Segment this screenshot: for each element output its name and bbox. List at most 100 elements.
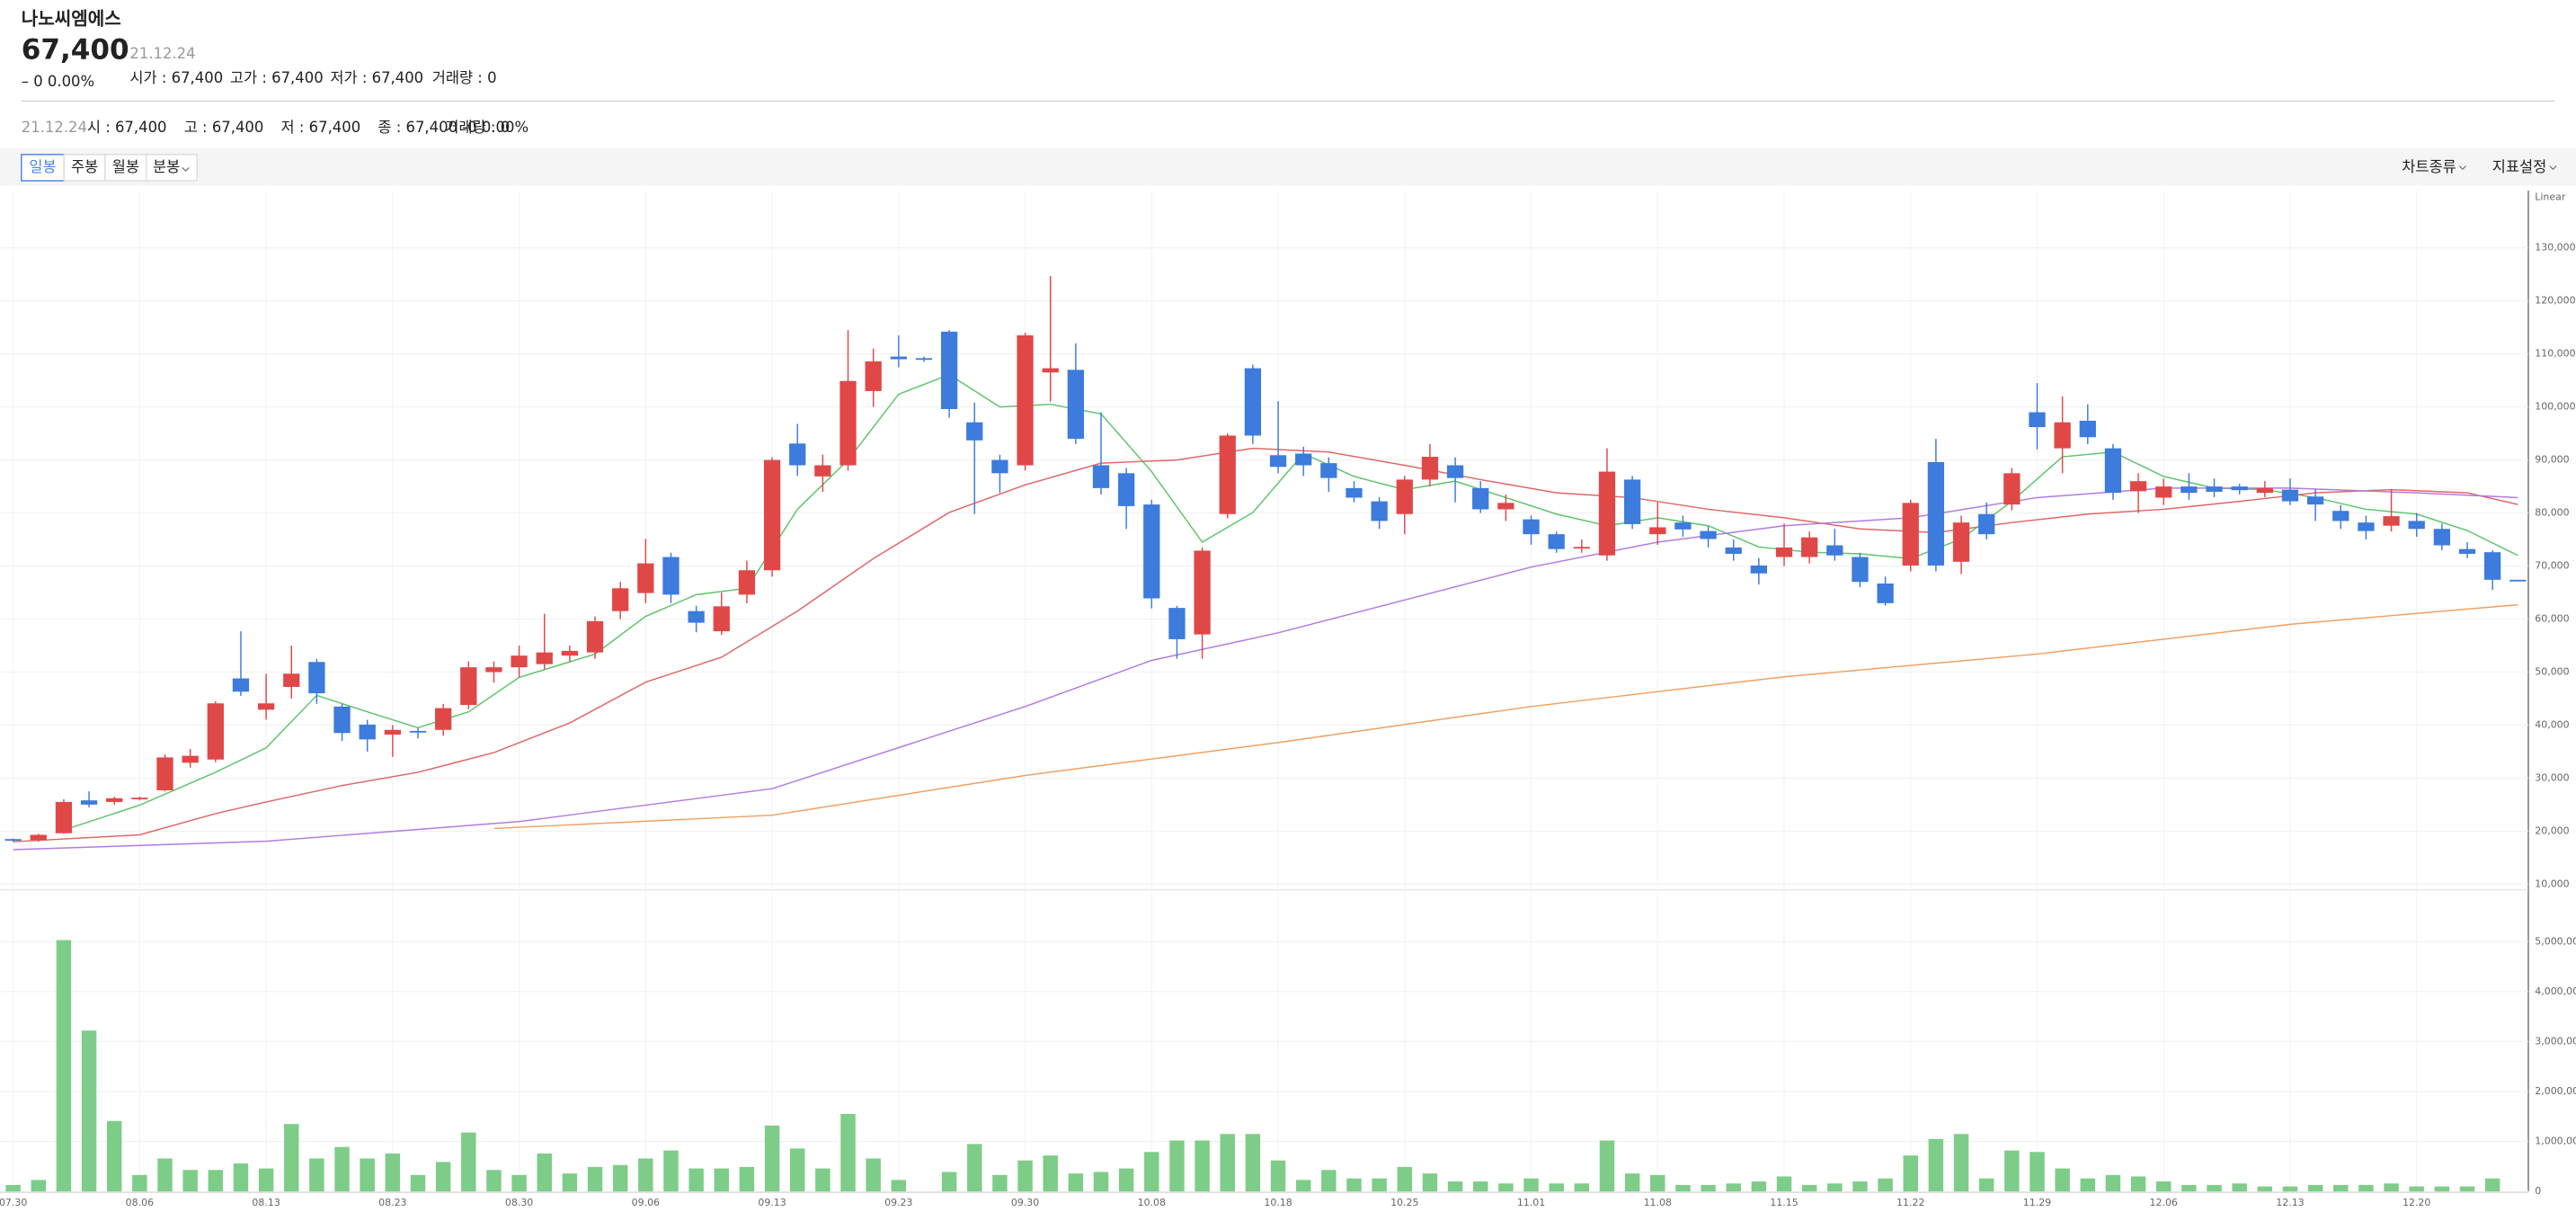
candle-body [536, 652, 553, 664]
candle-body [1269, 455, 1287, 468]
volume-bar [1195, 1140, 1210, 1192]
volume-bar [360, 1158, 375, 1192]
period-button[interactable]: 월봉 [104, 154, 147, 182]
candle-body [662, 557, 680, 595]
x-tick-label: 08.13 [252, 1197, 280, 1208]
candle-body [2433, 529, 2450, 546]
x-tick-label: 11.22 [1896, 1197, 1924, 1208]
candle-body [333, 706, 351, 734]
period-button[interactable]: 일봉 [21, 154, 66, 182]
period-button[interactable]: 분봉 [145, 154, 199, 182]
volume-bar [2307, 1184, 2323, 1192]
info-item: 시 : 67,400 [87, 119, 167, 136]
volume-bar [2434, 1186, 2450, 1192]
candle-body [966, 422, 983, 441]
candle-body [1548, 534, 1565, 549]
candle-body [1472, 487, 1489, 510]
volume-bar [1447, 1181, 1463, 1192]
x-tick-label: 12.06 [2150, 1197, 2178, 1208]
candle-body [2029, 412, 2046, 428]
candle-body [232, 678, 250, 692]
chevron[interactable] [182, 167, 190, 172]
x-tick-label: 08.30 [505, 1197, 533, 1208]
volume-bar [2459, 1186, 2475, 1192]
menu-label[interactable]: 지표설정 [2492, 158, 2547, 175]
volume-bar [2282, 1186, 2298, 1192]
volume-bar [1852, 1181, 1868, 1192]
volume-bar [486, 1170, 502, 1192]
candle-body [1042, 368, 1059, 373]
candle-body [283, 673, 300, 687]
chevron[interactable] [2458, 165, 2466, 171]
volume-bar [385, 1153, 401, 1192]
menu-label[interactable]: 차트종류 [2402, 158, 2456, 175]
date: 21.12.24 [129, 45, 195, 62]
x-tick-label: 10.18 [1264, 1197, 1292, 1208]
button-frame[interactable] [104, 154, 147, 182]
volume-bar [2409, 1186, 2424, 1192]
candle-body [2155, 486, 2172, 498]
button-label[interactable]: 분봉 [153, 158, 180, 175]
y-tick-label: 120,000 [2535, 295, 2575, 307]
volume-tick-label: 3,000,000 [2535, 1035, 2576, 1047]
info-item: 거래량 : 0 [445, 119, 510, 136]
y-tick-label: 40,000 [2535, 718, 2569, 730]
candle-body [2231, 486, 2248, 491]
stat: 저가 : 67,400 [330, 69, 423, 86]
x-tick-label: 11.15 [1770, 1197, 1798, 1208]
volume-bar [1903, 1155, 1918, 1192]
x-tick-label: 09.30 [1011, 1197, 1039, 1208]
y-tick-label: 110,000 [2535, 348, 2575, 360]
menu-button[interactable]: 지표설정 [2492, 158, 2557, 175]
volume-bar [891, 1180, 907, 1192]
period-button[interactable]: 주봉 [63, 154, 106, 182]
volume-bar [537, 1153, 552, 1192]
candle-body [2104, 448, 2122, 494]
button-frame[interactable] [21, 154, 66, 182]
candle-body [561, 650, 579, 656]
volume-bar [309, 1158, 324, 1192]
volume-bar [258, 1168, 274, 1192]
volume-bar [2257, 1186, 2273, 1192]
volume-bar [56, 940, 72, 1192]
volume-bar [1599, 1140, 1615, 1192]
volume-bar [1498, 1183, 1514, 1192]
volume-bar [815, 1168, 831, 1192]
volume-bar [1878, 1178, 1893, 1192]
y-tick-label: 90,000 [2535, 454, 2569, 466]
volume-bar [764, 1125, 780, 1192]
candle-body [789, 443, 806, 466]
volume-bar [1372, 1178, 1387, 1192]
info-item: 종 : 67,400 -0 0.00% [378, 119, 529, 136]
volume-bar [435, 1162, 451, 1192]
button-label[interactable]: 주봉 [71, 158, 98, 175]
y-tick-label: 50,000 [2535, 665, 2569, 677]
candle-body [763, 459, 781, 571]
volume-bar [1422, 1173, 1438, 1192]
volume-bar [2232, 1183, 2247, 1192]
volume-tick-label: 0 [2535, 1185, 2541, 1197]
candle-body [2484, 552, 2501, 580]
x-tick-label: 09.06 [632, 1197, 660, 1208]
menu-button[interactable]: 차트종류 [2402, 158, 2466, 175]
volume-bar [1068, 1173, 1084, 1192]
y-tick-label: 30,000 [2535, 771, 2569, 783]
candle-body [55, 801, 73, 833]
button-label[interactable]: 일봉 [29, 158, 56, 175]
chevron[interactable] [2549, 165, 2557, 171]
candle-body [30, 834, 47, 841]
candle-body [1775, 547, 1793, 557]
candle-body [1244, 368, 1262, 436]
volume-bar [1295, 1180, 1311, 1192]
button-label[interactable]: 월봉 [112, 158, 139, 175]
candle-body [4, 839, 22, 842]
candle-body [1623, 479, 1641, 524]
candle-body [814, 465, 831, 477]
candle-body [1421, 457, 1439, 480]
candle-body [1017, 335, 1034, 466]
volume-bar [1523, 1178, 1539, 1192]
candle-body [2281, 489, 2299, 502]
volume-bar [284, 1124, 299, 1192]
candle-body [1952, 522, 1970, 562]
